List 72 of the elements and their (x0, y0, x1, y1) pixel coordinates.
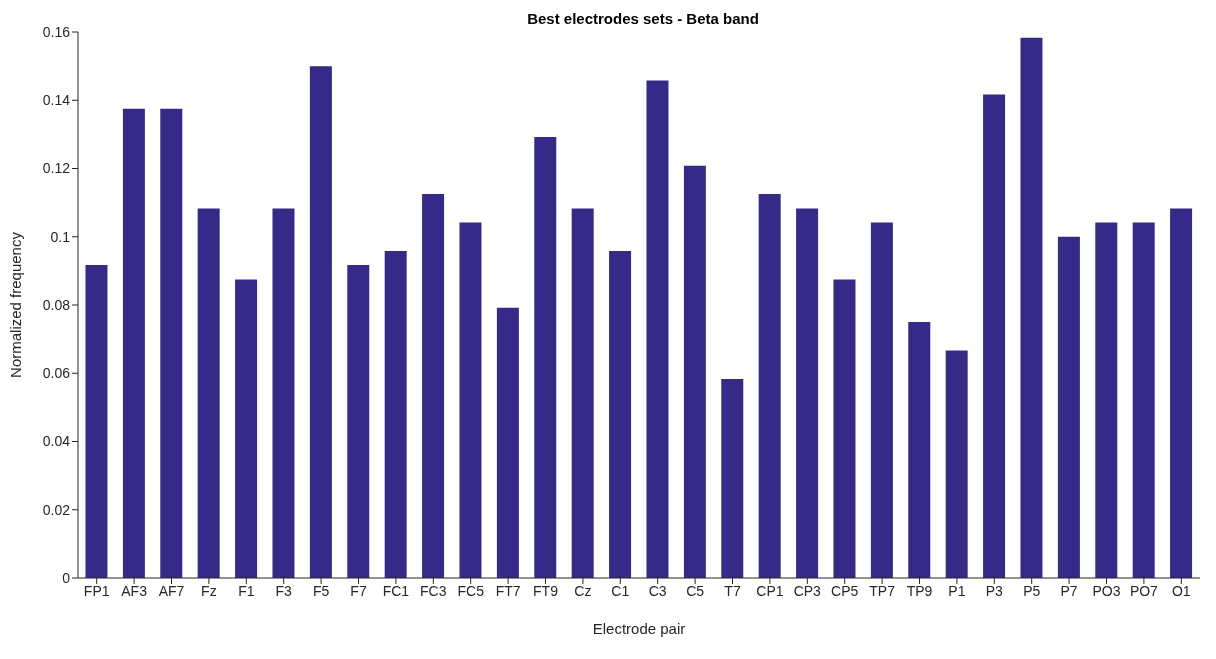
x-tick-label: TP7 (869, 582, 896, 599)
x-tick-label: TP9 (906, 582, 933, 599)
x-tick-label: FT9 (533, 582, 559, 599)
bar (1095, 222, 1118, 578)
chart-title: Best electrodes sets - Beta band (527, 10, 759, 27)
bar (983, 94, 1006, 578)
bar (197, 208, 220, 578)
x-tick-label: CP1 (756, 582, 784, 599)
bar (422, 194, 445, 578)
y-tick-label: 0.06 (42, 365, 71, 382)
bar (646, 80, 669, 578)
bar (1170, 208, 1193, 578)
x-tick-label: PO7 (1129, 582, 1159, 599)
bar (160, 108, 183, 578)
x-tick-label: F7 (350, 582, 367, 599)
x-tick-label: P1 (948, 582, 966, 599)
x-tick-label: T7 (724, 582, 741, 599)
bar (85, 265, 108, 578)
bar (908, 322, 931, 578)
bar (945, 350, 968, 578)
x-tick-label: F5 (312, 582, 330, 599)
x-tick-label: FP1 (83, 582, 110, 599)
x-tick-label: O1 (1171, 582, 1191, 599)
x-tick-label: P3 (985, 582, 1004, 599)
bar (833, 279, 856, 578)
x-tick-label: FC5 (457, 582, 485, 599)
bar (347, 265, 370, 578)
bar (758, 194, 781, 578)
y-tick-label: 0.08 (42, 296, 71, 313)
x-tick-label: FC3 (420, 582, 447, 599)
y-tick-label: 0 (62, 569, 71, 586)
x-axis-title: Electrode pair (592, 620, 686, 637)
bar (309, 66, 332, 578)
y-tick-label: 0.14 (42, 92, 71, 109)
x-tick-label: FT7 (495, 582, 521, 599)
bar (1057, 236, 1080, 578)
bar (272, 208, 295, 578)
bar (122, 108, 145, 578)
x-tick-label: Fz (201, 582, 217, 599)
y-tick-label: 0.02 (42, 501, 71, 518)
x-tick-label: C1 (611, 582, 630, 599)
y-tick-label: 0.16 (42, 23, 71, 40)
bar (609, 251, 632, 578)
x-tick-label: F3 (275, 582, 293, 599)
y-axis-title: Normalized frequency (7, 231, 25, 378)
x-tick-label: F1 (238, 582, 255, 599)
bar (571, 208, 594, 578)
bar (459, 222, 482, 578)
y-tick-label: 0.1 (50, 228, 71, 245)
x-tick-label: AF7 (158, 582, 185, 599)
bar (870, 222, 893, 578)
bar (235, 279, 258, 578)
x-tick-label: PO3 (1092, 582, 1121, 599)
x-tick-label: C5 (686, 582, 705, 599)
x-tick-label: FC1 (382, 582, 410, 599)
bar (496, 307, 519, 578)
bar (1132, 222, 1155, 578)
y-tick-label: 0.12 (42, 160, 71, 177)
x-tick-label: P5 (1023, 582, 1041, 599)
y-tick-label: 0.04 (42, 433, 71, 450)
bar (534, 137, 557, 578)
x-tick-label: CP3 (793, 582, 822, 599)
x-tick-label: CP5 (831, 582, 859, 599)
bar (796, 208, 819, 578)
x-tick-label: Cz (574, 582, 592, 599)
bar (683, 165, 706, 578)
x-tick-label: C3 (648, 582, 667, 599)
bar (721, 379, 744, 578)
x-tick-label: AF3 (121, 582, 148, 599)
bar (1020, 37, 1043, 578)
x-tick-label: P7 (1060, 582, 1078, 599)
bar (384, 251, 407, 578)
